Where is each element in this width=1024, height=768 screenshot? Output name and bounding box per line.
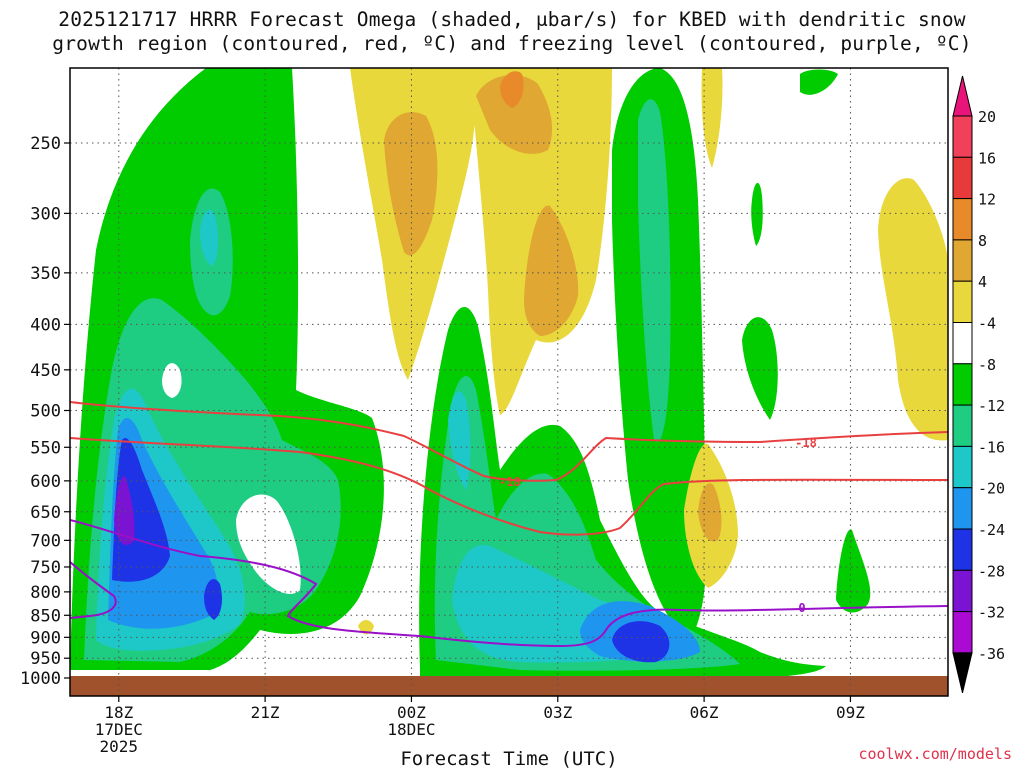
colorbar-label: -32 bbox=[978, 604, 1005, 622]
y-axis: 2503003504004505005506006507007508008509… bbox=[20, 134, 70, 689]
colorbar-segment bbox=[952, 280, 973, 324]
colorbar-label: -12 bbox=[978, 397, 1005, 415]
x-tick-label: 18Z bbox=[104, 703, 133, 722]
x-tick-sublabel: 18DEC bbox=[387, 720, 435, 739]
colorbar-label: 8 bbox=[978, 232, 987, 250]
y-tick-label: 500 bbox=[30, 402, 61, 422]
x-tick-sublabel: 2025 bbox=[100, 737, 139, 756]
colorbar-segment bbox=[952, 322, 973, 365]
omega-shading bbox=[70, 68, 948, 678]
colorbar-label: -20 bbox=[978, 480, 1005, 498]
y-tick-label: 900 bbox=[30, 628, 61, 648]
omega-region-white-hole bbox=[162, 363, 182, 398]
omega-region-green-cell-b bbox=[751, 182, 763, 246]
y-tick-label: 450 bbox=[30, 361, 61, 381]
colorbar-segment bbox=[952, 115, 973, 158]
colorbar-segment bbox=[952, 198, 973, 241]
contour-labels: -18 -18 0 bbox=[499, 436, 817, 615]
title-line-2: growth region (contoured, red, ºC) and f… bbox=[52, 32, 972, 55]
colorbar-segment bbox=[952, 611, 973, 654]
x-tick-label: 06Z bbox=[690, 703, 719, 722]
omega-region-orange-1 bbox=[384, 112, 438, 256]
x-tick-label: 09Z bbox=[836, 703, 865, 722]
ground-terrain bbox=[70, 676, 948, 696]
y-tick-label: 350 bbox=[30, 264, 61, 284]
omega-region-cyan-center-upper bbox=[448, 391, 471, 490]
y-tick-label: 800 bbox=[30, 583, 61, 603]
contour-label-dendritic-2: -18 bbox=[795, 436, 817, 450]
colorbar-label: -16 bbox=[978, 438, 1005, 456]
title-line-1: 2025121717 HRRR Forecast Omega (shaded, … bbox=[58, 8, 966, 31]
y-tick-label: 750 bbox=[30, 558, 61, 578]
omega-region-orange-3 bbox=[524, 205, 579, 336]
colorbar-segment bbox=[952, 404, 973, 447]
y-tick-label: 650 bbox=[30, 503, 61, 523]
colorbar-label: 4 bbox=[978, 273, 987, 291]
dendritic-contour-upper bbox=[70, 401, 948, 482]
colorbar-segment bbox=[952, 239, 973, 282]
x-tick-sublabel: 17DEC bbox=[95, 720, 143, 739]
freezing-level-contour-left bbox=[70, 561, 117, 619]
omega-region-teal-right bbox=[638, 99, 671, 442]
colorbar-segment bbox=[952, 156, 973, 200]
freezing-level-contour bbox=[70, 519, 948, 648]
omega-region-orange-2 bbox=[476, 74, 553, 154]
y-tick-label: 600 bbox=[30, 472, 61, 492]
x-tick-label: 21Z bbox=[251, 703, 280, 722]
omega-region-cyan-upper bbox=[200, 209, 219, 266]
colorbar-segment bbox=[952, 445, 973, 489]
y-tick-label: 400 bbox=[30, 315, 61, 335]
colorbar-segment bbox=[952, 487, 973, 530]
y-tick-label: 700 bbox=[30, 531, 61, 551]
x-tick-label: 03Z bbox=[543, 703, 572, 722]
colorbar-label: -36 bbox=[978, 645, 1005, 663]
y-tick-label: 1000 bbox=[20, 669, 61, 689]
omega-region-yellow-3 bbox=[701, 68, 723, 168]
dendritic-contour-lower bbox=[70, 437, 948, 536]
colorbar-top-arrow bbox=[952, 75, 973, 117]
source-credit: coolwx.com/models bbox=[858, 745, 1012, 763]
omega-region-darkblue-left-b bbox=[204, 579, 222, 620]
y-tick-label: 300 bbox=[30, 204, 61, 224]
colorbar-label: 12 bbox=[978, 191, 996, 209]
colorbar-label: -24 bbox=[978, 521, 1005, 539]
omega-region-orange-5 bbox=[500, 71, 524, 108]
colorbar-segment bbox=[952, 363, 973, 406]
colorbar-bottom-arrow bbox=[952, 652, 973, 694]
colorbar-segment bbox=[952, 569, 973, 613]
omega-region-purple-core bbox=[114, 476, 135, 546]
colorbar-label: -4 bbox=[978, 315, 996, 333]
y-tick-label: 850 bbox=[30, 606, 61, 626]
grid-lines bbox=[70, 68, 948, 696]
contour-label-freezing: 0 bbox=[798, 601, 805, 615]
x-tick-label: 00Z bbox=[397, 703, 426, 722]
omega-region-white-notch bbox=[236, 494, 301, 594]
colorbar-segment bbox=[952, 528, 973, 571]
plot-frame bbox=[69, 67, 949, 697]
colorbar-label: -8 bbox=[978, 356, 996, 374]
omega-region-darkblue-center bbox=[612, 621, 670, 663]
y-tick-label: 950 bbox=[30, 649, 61, 669]
omega-region-green-cell-c bbox=[836, 529, 871, 613]
omega-region-yellow-4 bbox=[878, 178, 948, 441]
colorbar-label: 20 bbox=[978, 108, 996, 126]
colorbar: 20 16 12 8 4 -4 -8 -12 -16 -20 -24 -28 -32 -36 bbox=[952, 75, 1005, 694]
x-axis-title: Forecast Time (UTC) bbox=[400, 748, 617, 768]
y-tick-label: 550 bbox=[30, 438, 61, 458]
y-tick-label: 250 bbox=[30, 134, 61, 154]
colorbar-label: -28 bbox=[978, 562, 1005, 580]
colorbar-label: 16 bbox=[978, 149, 996, 167]
contour-label-dendritic-1: -18 bbox=[499, 475, 521, 489]
omega-region-yellow-6 bbox=[358, 620, 374, 635]
omega-region-green-cell-a bbox=[742, 317, 778, 420]
chart-title: 2025121717 HRRR Forecast Omega (shaded, … bbox=[0, 8, 1024, 56]
omega-region-green-cell-d bbox=[800, 69, 838, 95]
